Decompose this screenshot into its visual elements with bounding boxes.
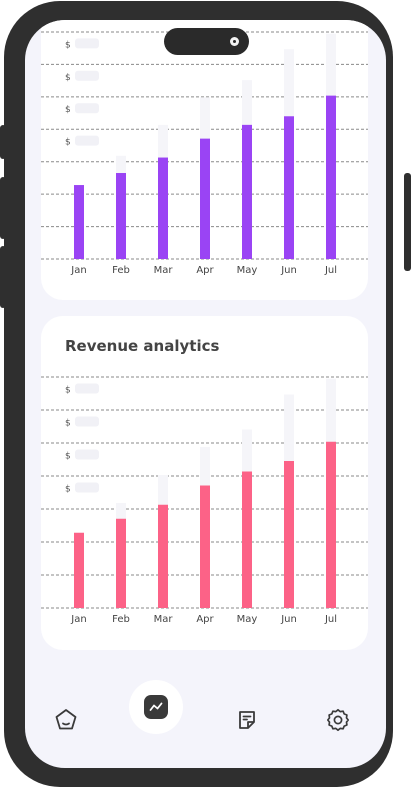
bar: [74, 185, 84, 259]
bar: [116, 173, 126, 259]
chart-title-revenue: Revenue analytics: [65, 337, 220, 355]
volume-up-button[interactable]: [0, 125, 6, 159]
bar: [242, 124, 252, 259]
y-tick-label: $: [65, 452, 71, 462]
x-tick-label: Feb: [112, 614, 130, 625]
x-tick-label: May: [237, 614, 258, 625]
bar-chart-top: $ $ $ $ Jan Feb Mar Apr May Jun Jul: [41, 31, 368, 276]
x-tick-label: Mar: [154, 265, 174, 276]
bar: [200, 485, 210, 608]
y-tick-label: $: [65, 40, 71, 50]
y-tick-placeholder: [75, 383, 99, 394]
y-tick-label: $: [65, 138, 71, 148]
y-tick-placeholder: [75, 103, 99, 114]
y-tick-label: $: [65, 73, 71, 83]
chart-line-icon: [149, 702, 163, 711]
bar: [200, 138, 210, 259]
screen: $ $ $ $ Jan Feb Mar Apr May Jun Jul Revenue analyt…: [25, 20, 386, 768]
nav-home[interactable]: [46, 700, 86, 740]
x-tick-label: Jul: [324, 614, 337, 625]
x-tick-label: Jan: [70, 614, 86, 625]
bottom-nav: [25, 670, 386, 768]
x-tick-label: Mar: [154, 614, 174, 625]
nav-settings[interactable]: [318, 700, 358, 740]
x-tick-label: Apr: [196, 614, 214, 625]
x-tick-label: May: [237, 265, 258, 276]
bar: [284, 116, 294, 259]
y-tick-placeholder: [75, 416, 99, 427]
y-tick-placeholder: [75, 38, 99, 49]
x-tick-label: Jan: [70, 265, 86, 276]
x-tick-label: Apr: [196, 265, 214, 276]
nav-notes[interactable]: [227, 700, 267, 740]
y-tick-placeholder: [75, 482, 99, 493]
power-button[interactable]: [404, 173, 411, 271]
camera-icon: [230, 37, 239, 46]
nav-analytics-badge: [144, 695, 168, 719]
x-tick-label: Feb: [112, 265, 130, 276]
note-icon: [239, 711, 255, 729]
x-tick-label: Jun: [280, 265, 297, 276]
x-tick-label: Jun: [280, 614, 297, 625]
bar: [326, 441, 336, 608]
bar: [284, 461, 294, 608]
bar-chart-revenue: $ $ $ $ Jan Feb Mar Apr May Jun Jul: [41, 376, 368, 625]
bar: [158, 157, 168, 259]
volume-down-button[interactable]: [0, 177, 6, 239]
y-tick-label: $: [65, 105, 71, 115]
bar: [158, 504, 168, 608]
bar: [242, 471, 252, 608]
pentagon-icon: [55, 709, 77, 730]
x-tick-label: Jul: [324, 265, 337, 276]
y-tick-placeholder: [75, 449, 99, 460]
dynamic-island: [164, 28, 249, 55]
y-tick-label: $: [65, 485, 71, 495]
silent-switch[interactable]: [0, 246, 6, 308]
y-tick-placeholder: [75, 70, 99, 81]
chart-card-revenue: Revenue analytics $ $ $ $ Jan Feb Mar Apr May Jun…: [41, 316, 368, 650]
nav-analytics[interactable]: [129, 680, 183, 734]
chart-card-top: $ $ $ $ Jan Feb Mar Apr May Jun Jul: [41, 20, 368, 300]
bar: [74, 532, 84, 608]
y-tick-label: $: [65, 419, 71, 429]
gear-icon: [326, 708, 350, 732]
bar: [326, 95, 336, 259]
y-tick-label: $: [65, 386, 71, 396]
y-tick-placeholder: [75, 135, 99, 146]
bar: [116, 518, 126, 608]
